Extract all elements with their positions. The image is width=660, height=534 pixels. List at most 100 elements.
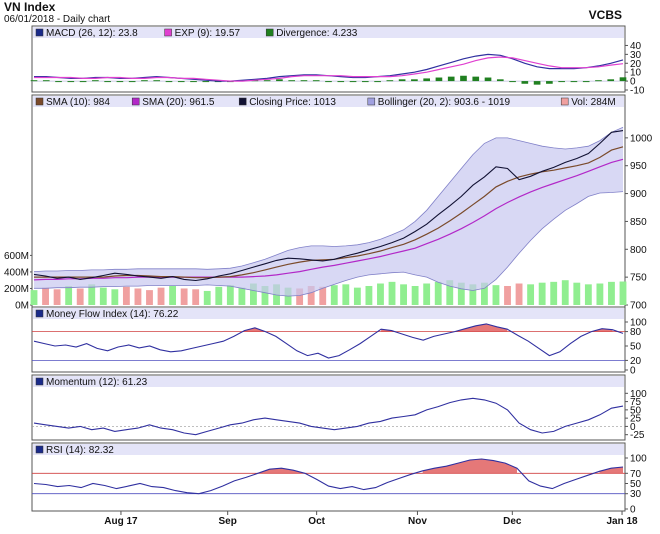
macd-ytick-label-3: 10 — [630, 68, 642, 79]
macd-divergence-bar — [570, 81, 578, 83]
volume-bar — [515, 283, 523, 305]
volume-bar — [608, 281, 615, 305]
x-tick-label-4: Dec — [503, 516, 522, 527]
volume-bar — [307, 285, 315, 305]
macd-divergence-bar — [582, 81, 590, 83]
volume-bar — [226, 285, 234, 305]
macd-ytick-label-0: 40 — [630, 41, 642, 52]
macd-signal-line — [34, 56, 624, 82]
volume-bar — [596, 283, 604, 305]
macd-ytick-label-1: 30 — [630, 50, 642, 61]
macd-divergence-bar — [435, 77, 443, 82]
macd-divergence-bar — [558, 81, 565, 83]
macd-divergence-bar — [349, 81, 357, 83]
macd-divergence-bar — [374, 81, 381, 83]
macd-divergence-bar — [484, 77, 492, 82]
macd-legend-text-2: Divergence: 4.233 — [276, 28, 358, 39]
volume-bar — [319, 286, 327, 305]
broker-label: VCBS — [588, 8, 622, 22]
macd-legend-swatch-0 — [35, 28, 44, 37]
bollinger-upper-line — [33, 126, 624, 272]
macd-divergence-bar — [67, 81, 75, 83]
macd-divergence-bar — [202, 81, 210, 83]
volume-bar — [296, 288, 304, 305]
rsi-ytick-label-1: 70 — [630, 469, 642, 480]
volume-bar — [203, 290, 211, 305]
chart-title: VN Index — [4, 0, 56, 14]
macd-divergence-bar — [177, 81, 185, 83]
volume-tick-label-1: 400M — [4, 267, 29, 278]
rsi-ytick-label-4: 0 — [630, 505, 636, 516]
macd-divergence-bar — [116, 81, 124, 83]
price-legend-text-0: SMA (10): 984 — [46, 97, 110, 108]
volume-bar — [561, 280, 569, 305]
volume-bar — [480, 282, 488, 305]
volume-bar — [238, 287, 246, 305]
price-legend-swatch-0 — [35, 97, 44, 106]
money_flow-ytick-label-3: 20 — [630, 356, 642, 367]
money_flow-ytick-label-1: 80 — [630, 327, 642, 338]
price-legend-text-3: Bollinger (20, 2): 903.6 - 1019 — [378, 97, 511, 108]
volume-bar — [180, 288, 188, 305]
volume-bar — [492, 285, 500, 305]
volume-bar — [146, 290, 153, 305]
volume-bar — [388, 281, 396, 305]
volume-bar — [365, 285, 373, 305]
macd-divergence-bar — [30, 80, 38, 82]
macd-divergence-bar — [141, 80, 148, 82]
price-ytick-label-0: 1000 — [630, 133, 653, 144]
momentum-line — [33, 397, 624, 436]
bollinger-band-fill — [34, 127, 623, 297]
chart-subtitle: 06/01/2018 - Daily chart — [4, 14, 111, 25]
momentum-ytick-label-4: 0 — [630, 422, 636, 433]
macd-divergence-bar — [325, 81, 332, 83]
macd-divergence-bar — [153, 80, 161, 82]
volume-bar — [192, 289, 200, 305]
x-tick-label-0: Aug 17 — [104, 516, 138, 527]
volume-bar — [342, 284, 350, 305]
price-ytick-label-3: 850 — [630, 217, 647, 228]
macd-divergence-bar — [619, 77, 627, 82]
momentum-legend-swatch-0 — [35, 377, 44, 386]
x-tick-label-3: Nov — [408, 516, 427, 527]
volume-bar — [65, 285, 73, 305]
volume-bar — [423, 283, 431, 305]
money_flow-overbought-fill — [454, 323, 508, 332]
money-flow-line — [33, 323, 624, 359]
macd-ytick-label-5: -10 — [630, 86, 645, 97]
macd-divergence-bar — [411, 79, 418, 82]
volume-bar — [504, 285, 511, 305]
bollinger-lower-line — [34, 191, 624, 297]
volume-bar — [550, 281, 558, 305]
volume-bar — [573, 282, 581, 305]
price-panel-header — [33, 96, 624, 107]
sma20-line — [33, 158, 624, 281]
macd-divergence-bar — [398, 79, 406, 82]
price-ytick-label-6: 700 — [630, 301, 647, 312]
volume-bar — [88, 284, 96, 305]
volume-bar — [538, 282, 546, 305]
volume-bar — [353, 287, 361, 305]
momentum-legend-text-0: Momentum (12): 61.23 — [46, 377, 148, 388]
macd-divergence-bar — [509, 81, 516, 83]
volume-bar — [377, 283, 384, 305]
x-tick-label-5: Jan 18 — [606, 516, 638, 527]
price-legend-text-1: SMA (20): 961.5 — [142, 97, 215, 108]
volume-tick-label-0: 600M — [4, 251, 29, 262]
macd-divergence-bar — [607, 79, 615, 82]
momentum-ytick-label-5: -25 — [630, 430, 645, 441]
volume-bar — [157, 287, 165, 305]
money_flow-panel-header — [33, 308, 624, 319]
macd-divergence-bar — [104, 81, 111, 83]
macd-legend-text-1: EXP (9): 19.57 — [175, 28, 241, 39]
volume-bar — [53, 289, 61, 305]
volume-bar — [30, 290, 38, 305]
volume-tick-label-2: 200M — [4, 284, 29, 295]
macd-divergence-bar — [386, 80, 394, 82]
macd-divergence-bar — [190, 81, 197, 83]
price-ytick-label-2: 900 — [630, 189, 647, 200]
macd-divergence-bar — [447, 76, 455, 82]
volume-bar — [434, 281, 442, 305]
macd-divergence-bar — [263, 80, 271, 82]
